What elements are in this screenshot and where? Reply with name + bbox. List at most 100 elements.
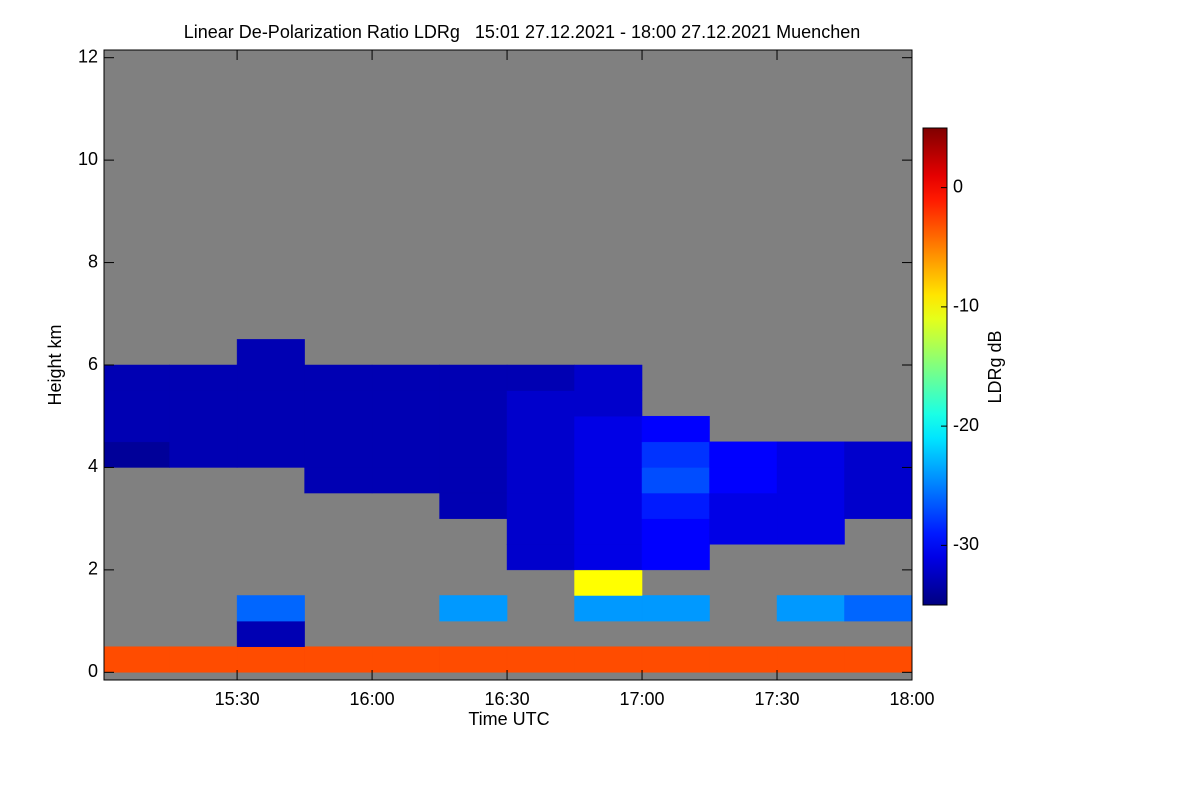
colorbar-tick-label: -30 xyxy=(953,534,979,554)
heatmap-cell xyxy=(236,595,305,622)
heatmap-cell xyxy=(776,518,845,545)
heatmap-cell xyxy=(439,415,508,443)
heatmap-cell xyxy=(236,646,305,673)
x-tick-label: 17:00 xyxy=(620,689,665,709)
heatmap-cell xyxy=(371,441,440,468)
heatmap-cell xyxy=(574,595,643,622)
heatmap-cell xyxy=(574,569,643,596)
heatmap-cell xyxy=(439,364,508,391)
heatmap-cell xyxy=(506,492,575,519)
y-tick-label: 6 xyxy=(88,354,98,374)
heatmap-cell xyxy=(844,467,912,494)
heatmap-cell xyxy=(439,390,508,417)
heatmap-cell xyxy=(104,390,170,417)
heatmap-cell xyxy=(709,518,778,545)
heatmap-cell xyxy=(574,390,643,417)
heatmap-cell xyxy=(371,364,440,391)
colorbar-tick-label: 0 xyxy=(953,176,963,196)
heatmap-cell xyxy=(776,595,845,622)
heatmap-cell xyxy=(304,415,373,443)
heatmap-cell xyxy=(104,441,170,468)
y-tick-label: 0 xyxy=(88,661,98,681)
heatmap-cell xyxy=(641,595,710,622)
x-axis-label: Time UTC xyxy=(468,709,549,729)
heatmap-cell xyxy=(641,544,710,571)
heatmap-cell xyxy=(506,390,575,417)
x-tick-label: 16:30 xyxy=(485,689,530,709)
heatmap-cell xyxy=(574,646,643,673)
heatmap-cell xyxy=(574,415,643,443)
y-tick-label: 12 xyxy=(78,46,98,66)
heatmap-cell xyxy=(641,518,710,545)
heatmap-cell xyxy=(776,467,845,494)
heatmap-cell xyxy=(371,467,440,494)
heatmap-cell xyxy=(439,492,508,519)
heatmap-cell xyxy=(104,364,170,391)
heatmap-cell xyxy=(236,620,305,647)
heatmap-cell xyxy=(776,441,845,468)
heatmap-cell xyxy=(641,646,710,673)
heatmap-cell xyxy=(236,339,305,366)
colorbar-tick-label: -10 xyxy=(953,296,979,316)
heatmap-cell xyxy=(236,364,305,391)
heatmap-cell xyxy=(506,646,575,673)
heatmap-cell xyxy=(641,467,710,494)
heatmap-cell xyxy=(844,646,912,673)
heatmap-cell xyxy=(506,441,575,468)
heatmap-cell xyxy=(169,364,238,391)
heatmap-cell xyxy=(776,646,845,673)
heatmap-cell xyxy=(371,390,440,417)
y-tick-label: 8 xyxy=(88,251,98,271)
heatmap-cell xyxy=(641,415,710,443)
heatmap-cell xyxy=(709,467,778,494)
heatmap-cell xyxy=(844,492,912,519)
heatmap-cell xyxy=(169,441,238,468)
heatmap-cell xyxy=(439,646,508,673)
x-tick-label: 15:30 xyxy=(215,689,260,709)
colorbar-label: LDRg dB xyxy=(985,330,1005,403)
heatmap-cell xyxy=(236,441,305,468)
y-tick-label: 2 xyxy=(88,559,98,579)
colorbar-tick-label: -20 xyxy=(953,415,979,435)
heatmap-cell xyxy=(574,492,643,519)
chart-title: Linear De-Polarization Ratio LDRg 15:01 … xyxy=(184,22,860,42)
heatmap-cell xyxy=(574,441,643,468)
x-tick-label: 18:00 xyxy=(889,689,934,709)
y-axis-label: Height km xyxy=(45,324,65,405)
heatmap-cell xyxy=(506,544,575,571)
heatmap-cell xyxy=(709,646,778,673)
heatmap-cell xyxy=(104,646,170,673)
colorbar xyxy=(922,127,948,606)
heatmap-cell xyxy=(104,415,170,443)
heatmap-cell xyxy=(574,467,643,494)
heatmap-cell xyxy=(439,595,508,622)
heatmap-cell xyxy=(304,441,373,468)
heatmap xyxy=(104,339,912,673)
x-tick-label: 16:00 xyxy=(350,689,395,709)
heatmap-cell xyxy=(304,364,373,391)
x-tick-label: 17:30 xyxy=(754,689,799,709)
heatmap-cell xyxy=(439,467,508,494)
heatmap-cell xyxy=(641,441,710,468)
heatmap-cell xyxy=(236,415,305,443)
heatmap-cell xyxy=(506,467,575,494)
heatmap-cell xyxy=(169,415,238,443)
heatmap-cell xyxy=(371,415,440,443)
heatmap-cell xyxy=(506,518,575,545)
heatmap-cell xyxy=(371,646,440,673)
heatmap-cell xyxy=(304,646,373,673)
heatmap-cell xyxy=(506,415,575,443)
heatmap-cell xyxy=(169,646,238,673)
heatmap-cell xyxy=(776,492,845,519)
heatmap-cell xyxy=(574,364,643,391)
heatmap-cell xyxy=(439,441,508,468)
heatmap-cell xyxy=(709,441,778,468)
heatmap-cell xyxy=(304,390,373,417)
y-tick-label: 4 xyxy=(88,456,98,476)
heatmap-cell xyxy=(236,390,305,417)
heatmap-cell xyxy=(709,492,778,519)
heatmap-cell xyxy=(574,544,643,571)
heatmap-cell xyxy=(304,467,373,494)
heatmap-cell xyxy=(506,364,575,391)
